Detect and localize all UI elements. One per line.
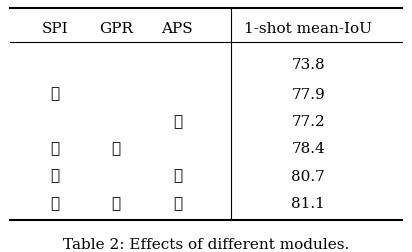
Text: 80.7: 80.7 bbox=[291, 170, 325, 183]
Text: APS: APS bbox=[162, 22, 193, 36]
Text: Table 2: Effects of different modules.: Table 2: Effects of different modules. bbox=[63, 238, 349, 252]
Text: 81.1: 81.1 bbox=[291, 197, 325, 211]
Text: 77.2: 77.2 bbox=[291, 115, 325, 129]
Text: ✓: ✓ bbox=[50, 88, 59, 102]
Text: ✓: ✓ bbox=[50, 142, 59, 156]
Text: ✓: ✓ bbox=[50, 170, 59, 183]
Text: ✓: ✓ bbox=[50, 197, 59, 211]
Text: 78.4: 78.4 bbox=[291, 142, 325, 156]
Text: ✓: ✓ bbox=[111, 142, 121, 156]
Text: 73.8: 73.8 bbox=[292, 58, 325, 72]
Text: 77.9: 77.9 bbox=[291, 88, 325, 102]
Text: ✓: ✓ bbox=[173, 197, 182, 211]
Text: GPR: GPR bbox=[99, 22, 133, 36]
Text: 1-shot mean-IoU: 1-shot mean-IoU bbox=[244, 22, 372, 36]
Text: ✓: ✓ bbox=[111, 197, 121, 211]
Text: SPI: SPI bbox=[41, 22, 68, 36]
Text: ✓: ✓ bbox=[173, 115, 182, 129]
Text: ✓: ✓ bbox=[173, 170, 182, 183]
